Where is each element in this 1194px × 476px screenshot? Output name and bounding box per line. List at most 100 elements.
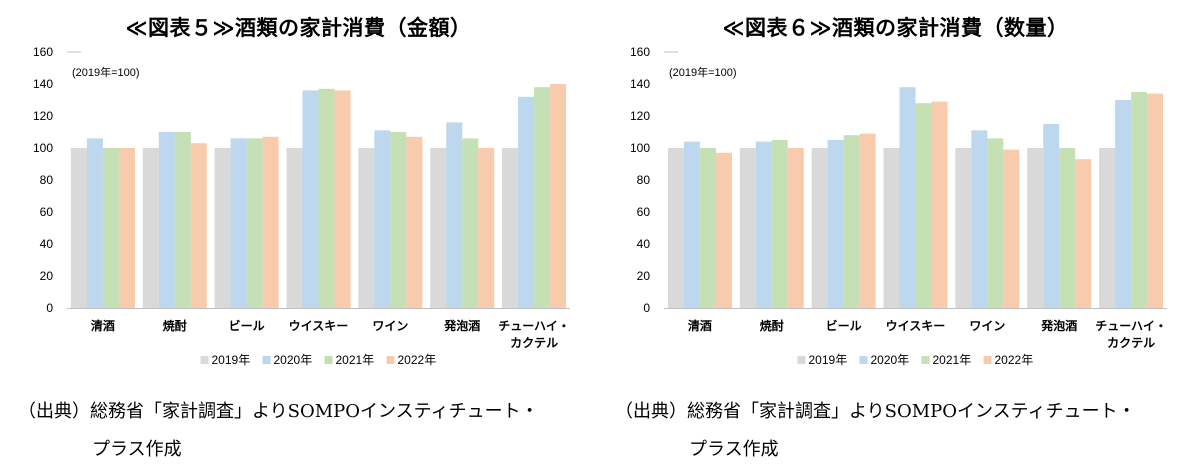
source-line-1: （出典）総務省「家計調査」よりSOMPOインスティチュート・ [18,401,539,422]
category-label: ウイスキー [886,319,946,333]
bar-2022年-1 [190,143,207,308]
bar-2022年-2 [859,133,876,308]
y-tick-label: 60 [637,205,651,219]
bar-2020年-3 [302,90,319,309]
bar-2021年-5 [1059,148,1076,308]
legend-label: 2019年 [212,353,251,367]
bar-2021年-0 [699,148,716,308]
y-tick-label: 80 [40,173,54,187]
bar-2022年-6 [550,84,567,308]
bar-2022年-5 [478,148,495,308]
source-line-1: （出典）総務省「家計調査」よりSOMPOインスティチュート・ [615,401,1136,422]
legend-label: 2022年 [995,353,1034,367]
bar-2022年-0 [118,148,135,308]
category-label: ビール [826,318,862,333]
legend-label: 2021年 [336,353,375,367]
y-tick-label: 160 [630,45,650,59]
base-year-note: (2019年=100) [72,65,140,79]
y-tick-label: 60 [40,205,54,219]
category-label: カクテル [510,336,558,350]
category-label: 清酒 [688,318,712,333]
bar-2020年-1 [158,132,175,308]
category-label: ワイン [372,319,408,333]
source-note: （出典）総務省「家計調査」よりSOMPOインスティチュート・ プラス作成 [18,393,539,469]
y-tick-label: 20 [40,269,54,283]
bar-2020年-4 [971,130,988,308]
category-label: ウイスキー [289,319,349,333]
source-line-2: プラス作成 [689,439,779,460]
bar-2019年-3 [286,148,303,308]
base-year-note: (2019年=100) [669,65,737,79]
legend-swatch [386,356,395,364]
y-tick-label: 140 [630,77,650,91]
bar-2020年-0 [683,141,700,308]
legend-swatch [797,356,806,364]
bar-2021年-4 [987,138,1004,308]
y-tick-label: 100 [33,141,53,155]
bar-2020年-4 [374,130,391,308]
chart-panel-right: ≪図表６≫酒類の家計消費（数量） 0 20 40 60 80 100 120 140 160 (2… [597,0,1194,476]
legend-swatch [200,356,209,364]
legend-label: 2020年 [871,353,910,367]
bar-2019年-6 [502,148,519,308]
y-tick-label: 120 [630,109,650,123]
legend-swatch [983,356,992,364]
legend-label: 2022年 [398,353,437,367]
chart-title: ≪図表５≫酒類の家計消費（金額） [125,16,472,40]
bar-2019年-6 [1099,148,1116,308]
bar-2020年-2 [827,140,844,308]
y-tick-label: 0 [643,301,650,315]
bar-2022年-4 [1003,149,1020,308]
bar-2019年-0 [70,148,87,308]
legend-label: 2019年 [809,353,848,367]
y-tick-label: 80 [637,173,651,187]
bar-2022年-3 [931,101,948,308]
bar-2019年-3 [883,148,900,308]
bar-2020年-0 [86,138,103,308]
legend-swatch [859,356,868,364]
bar-2022年-4 [406,136,423,308]
y-tick-label: 40 [637,237,651,251]
bar-2022年-3 [334,90,351,309]
bar-2020年-2 [230,138,247,308]
bar-2021年-1 [174,132,191,308]
category-label: チューハイ・ [1095,319,1167,333]
bar-2020年-1 [755,141,772,308]
bar-2020年-5 [1043,124,1060,308]
bar-2021年-3 [915,103,932,308]
bar-2021年-5 [462,138,479,308]
chart-panel-left: ≪図表５≫酒類の家計消費（金額） 0 20 40 60 80 100 120 140 160 (2… [18,16,570,469]
bar-2019年-1 [142,148,159,308]
bar-2022年-0 [715,152,732,308]
bar-2021年-2 [843,135,860,308]
bar-2019年-0 [667,148,684,308]
bar-2021年-0 [102,148,119,308]
bar-2021年-2 [246,138,263,308]
legend-label: 2021年 [933,353,972,367]
bar-2022年-6 [1147,93,1164,308]
y-tick-label: 20 [637,269,651,283]
category-label: 発泡酒 [1040,318,1077,333]
bar-2019年-4 [358,148,375,308]
y-tick-label: 140 [33,77,53,91]
category-label: 発泡酒 [443,318,480,333]
legend-swatch [921,356,930,364]
bar-2019年-2 [214,148,231,308]
bar-2020年-6 [518,96,535,308]
category-label: 清酒 [91,318,115,333]
bar-2022年-5 [1075,159,1092,308]
bar-chart-amount: 0 20 40 60 80 100 120 140 160 (2019年=100) 清酒 焼酎 ビール ウ… [33,45,570,367]
bar-2021年-6 [1131,92,1148,308]
y-tick-label: 160 [33,45,53,59]
bar-2019年-1 [739,148,756,308]
bar-2020年-3 [899,87,916,308]
y-tick-label: 120 [33,109,53,123]
source-note: （出典）総務省「家計調査」よりSOMPOインスティチュート・ プラス作成 [615,393,1136,469]
y-tick-label: 100 [630,141,650,155]
legend-swatch [262,356,271,364]
source-line-2: プラス作成 [92,439,182,460]
category-label: チューハイ・ [498,319,570,333]
legend-label: 2020年 [274,353,313,367]
category-label: 焼酎 [163,318,187,333]
legend-swatch [324,356,333,364]
